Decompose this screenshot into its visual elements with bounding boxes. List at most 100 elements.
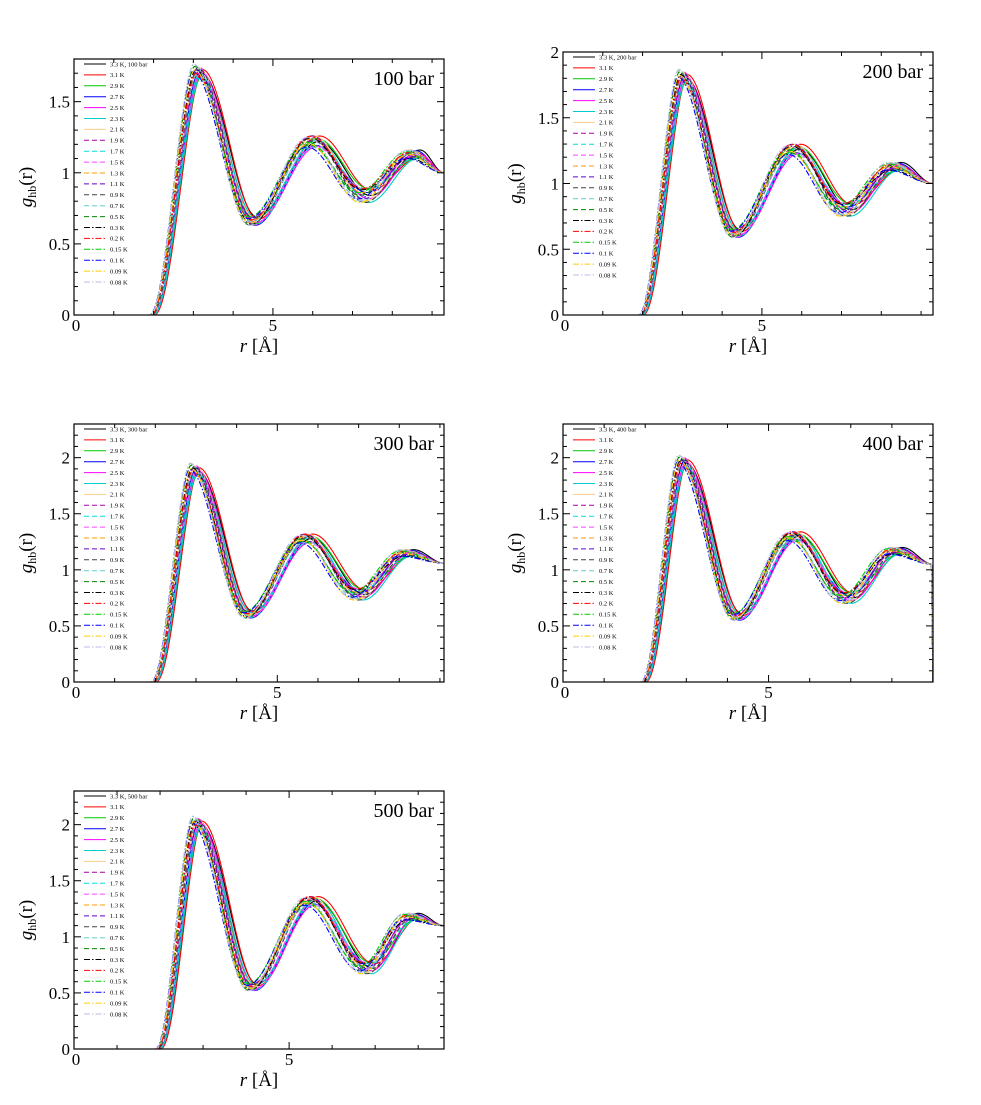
legend-entry: 2.7 K — [110, 94, 125, 101]
series-line-2-9-K — [74, 76, 444, 315]
legend-entry: 1.9 K — [110, 870, 125, 877]
x-tick-label: 0 — [72, 683, 81, 702]
chart-panel-4: 0 5 0 0.5 1 1.5 2 r [Å] ghb(r) 400 bar 3.3 K, 400 … — [505, 423, 934, 724]
legend-entry: 1.7 K — [110, 514, 125, 521]
pressure-annotation: 200 bar — [862, 61, 923, 83]
series-line-0-1-K — [74, 70, 444, 315]
y-axis-label: ghb(r) — [16, 533, 39, 573]
y-tick-label: 2 — [62, 816, 71, 835]
series-line-0-08-K — [74, 63, 444, 315]
legend-entry: 0.15 K — [599, 612, 617, 619]
legend-entry: 1.5 K — [599, 152, 614, 159]
legend-entry: 2.3 K — [110, 116, 125, 123]
legend-entry: 0.08 K — [110, 1011, 128, 1018]
legend-entry: 0.09 K — [599, 633, 617, 640]
legend-entry: 2.5 K — [599, 470, 614, 477]
series-line-1-7-K — [563, 77, 933, 315]
legend: 3.3 K, 400 bar 3.1 K 2.9 K 2.7 K 2.5 K 2.3 K 2… — [573, 426, 637, 651]
series-line-0-9-K — [563, 72, 933, 315]
legend-entry: 2.9 K — [599, 76, 614, 83]
legend-entry: 0.3 K — [110, 590, 125, 597]
legend-entry: 0.7 K — [110, 203, 125, 210]
legend-entry: 1.9 K — [110, 138, 125, 145]
series-line-2-3-K — [563, 465, 933, 682]
y-tick-label: 0 — [62, 673, 71, 692]
legend-entry: 2.9 K — [110, 448, 125, 455]
y-tick-label: 1.5 — [49, 93, 70, 112]
legend-entry: 1.7 K — [110, 881, 125, 888]
y-tick-label: 1 — [62, 561, 71, 580]
series-line-0-08-K — [563, 454, 933, 682]
legend-entry: 0.9 K — [599, 185, 614, 192]
x-axis-label: r [Å] — [729, 336, 768, 357]
legend-entry: 0.2 K — [110, 236, 125, 243]
series-line-0-1-K — [563, 76, 933, 315]
series-line-0-1-K — [563, 461, 933, 682]
series-line-0-3-K — [563, 73, 933, 315]
legend-entry: 0.5 K — [599, 207, 614, 214]
chart-panel-5: 0 5 0 0.5 1 1.5 2 r [Å] ghb(r) 500 bar 3.3 K, 500 … — [16, 790, 445, 1091]
x-tick-label: 0 — [561, 683, 570, 702]
y-axis-label: ghb(r) — [505, 163, 528, 203]
series-line-0-2-K — [563, 77, 933, 315]
legend-entry: 0.1 K — [110, 623, 125, 630]
legend-entry: 3.1 K — [110, 72, 125, 79]
legend: 3.3 K, 100 bar 3.1 K 2.9 K 2.7 K 2.5 K 2.3 K 2… — [84, 61, 148, 286]
legend-entry: 2.3 K — [110, 848, 125, 855]
x-tick-label: 0 — [72, 316, 81, 335]
series-line-0-08-K — [74, 462, 444, 682]
y-tick-label: 0.5 — [49, 617, 70, 636]
series-line-2-1-K — [74, 66, 444, 315]
y-axis-label: ghb(r) — [16, 900, 39, 940]
series-line-1-3-K — [563, 79, 933, 315]
x-tick-label: 0 — [561, 316, 570, 335]
legend-entry: 0.3 K — [110, 957, 125, 964]
legend-entry: 1.9 K — [599, 503, 614, 510]
y-tick-label: 2 — [551, 449, 560, 468]
series-line-1-1-K — [563, 74, 933, 315]
series-line-0-7-K — [563, 79, 933, 315]
y-tick-label: 1.5 — [49, 872, 70, 891]
chart-panel-2: 0 5 0 0.5 1 1.5 2 r [Å] ghb(r) 200 bar 3.3 K, 200 … — [505, 43, 934, 357]
legend-entry: 0.15 K — [599, 240, 617, 247]
series-line-0-09-K — [74, 467, 444, 682]
legend-entry: 0.08 K — [599, 272, 617, 279]
legend-entry: 0.09 K — [110, 1000, 128, 1007]
legend-entry: 2.7 K — [599, 459, 614, 466]
pressure-annotation: 100 bar — [373, 68, 434, 90]
y-tick-label: 0 — [62, 1040, 71, 1059]
legend-entry: 0.9 K — [599, 557, 614, 564]
y-tick-label: 1.5 — [49, 505, 70, 524]
chart-panel-3: 0 5 0 0.5 1 1.5 2 r [Å] ghb(r) 300 bar 3.3 K, 300 … — [16, 423, 445, 724]
y-tick-label: 0.5 — [538, 617, 559, 636]
y-tick-label: 2 — [551, 43, 560, 62]
series-line-1-1-K — [74, 69, 444, 315]
series-line-3-1-K — [74, 820, 444, 1049]
y-tick-label: 0.5 — [49, 984, 70, 1003]
legend-entry: 2.9 K — [110, 815, 125, 822]
legend-entry: 0.3 K — [110, 225, 125, 232]
series-line-2-7-K — [74, 69, 444, 315]
legend-entry: 2.3 K — [599, 481, 614, 488]
series-line-2-3-K — [74, 75, 444, 315]
series-line-0-09-K — [563, 74, 933, 315]
series-line-1-1-K — [74, 467, 444, 682]
series-line-2-3-K — [563, 80, 933, 315]
legend-entry: 0.1 K — [599, 251, 614, 258]
legend-entry: 1.1 K — [110, 181, 125, 188]
legend-entry: 2.9 K — [110, 83, 125, 90]
legend-entry: 2.1 K — [110, 492, 125, 499]
legend-entry: 0.9 K — [110, 924, 125, 931]
legend-entry: 3.1 K — [599, 437, 614, 444]
series-line-2-7-K — [563, 74, 933, 315]
series-line-0-9-K — [74, 818, 444, 1049]
series-group — [74, 63, 444, 315]
legend-entry: 1.3 K — [110, 902, 125, 909]
legend-entry: 0.7 K — [110, 935, 125, 942]
legend-entry: 0.5 K — [110, 214, 125, 221]
legend-entry: 2.5 K — [110, 837, 125, 844]
series-line-0-3-K — [563, 459, 933, 682]
legend-entry: 0.5 K — [110, 579, 125, 586]
legend-entry: 2.5 K — [110, 105, 125, 112]
legend-entry: 1.7 K — [599, 142, 614, 149]
